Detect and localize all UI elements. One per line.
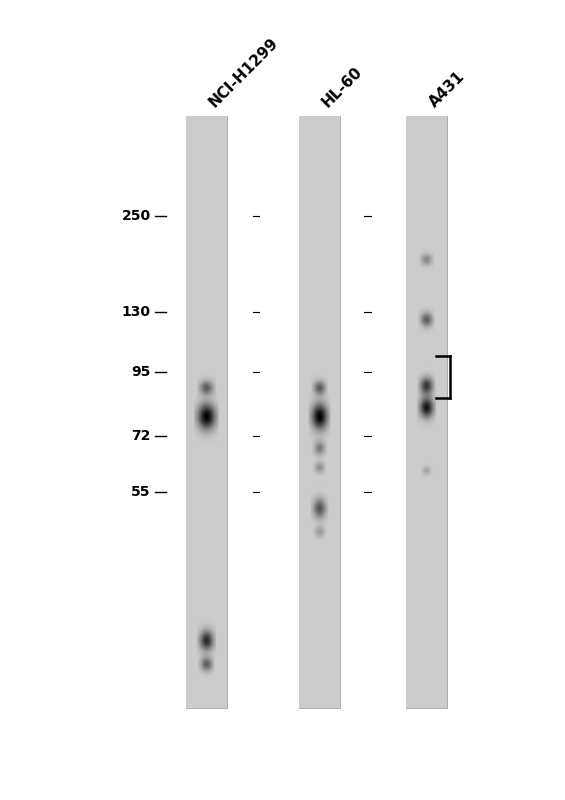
Text: 55: 55 bbox=[131, 485, 151, 499]
Text: NCI-H1299: NCI-H1299 bbox=[206, 35, 281, 110]
Text: 250: 250 bbox=[121, 209, 151, 223]
Text: A431: A431 bbox=[427, 69, 468, 110]
Bar bbox=[186, 116, 227, 708]
Text: 72: 72 bbox=[132, 429, 151, 443]
Bar bbox=[299, 116, 340, 708]
Text: 95: 95 bbox=[132, 365, 151, 379]
Text: HL-60: HL-60 bbox=[319, 64, 366, 110]
Bar bbox=[406, 116, 447, 708]
Text: 130: 130 bbox=[122, 305, 151, 319]
